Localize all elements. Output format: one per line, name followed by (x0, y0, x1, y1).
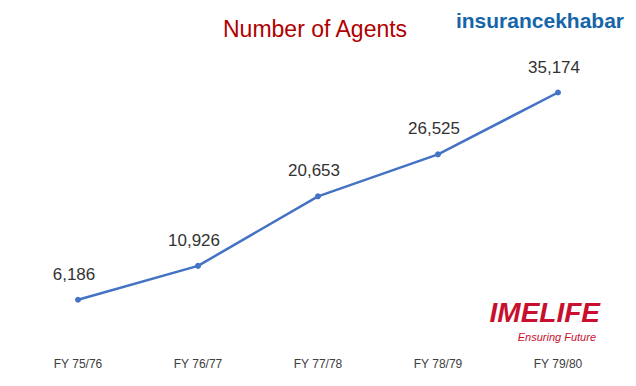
svg-text:6,186: 6,186 (53, 265, 96, 284)
svg-text:Ensuring Future: Ensuring Future (518, 331, 596, 343)
svg-text:insurancekhabar: insurancekhabar (456, 9, 624, 32)
svg-text:35,174: 35,174 (528, 58, 580, 77)
svg-text:IMELIFE: IMELIFE (490, 297, 602, 328)
svg-text:FY 76/77: FY 76/77 (174, 357, 223, 371)
svg-text:FY 78/79: FY 78/79 (414, 357, 463, 371)
svg-text:FY 79/80: FY 79/80 (534, 357, 583, 371)
svg-text:10,926: 10,926 (168, 231, 220, 250)
svg-text:26,525: 26,525 (408, 119, 460, 138)
svg-text:Number of Agents: Number of Agents (223, 16, 407, 42)
svg-text:20,653: 20,653 (288, 161, 340, 180)
svg-text:FY 75/76: FY 75/76 (54, 357, 103, 371)
svg-text:FY 77/78: FY 77/78 (294, 357, 343, 371)
